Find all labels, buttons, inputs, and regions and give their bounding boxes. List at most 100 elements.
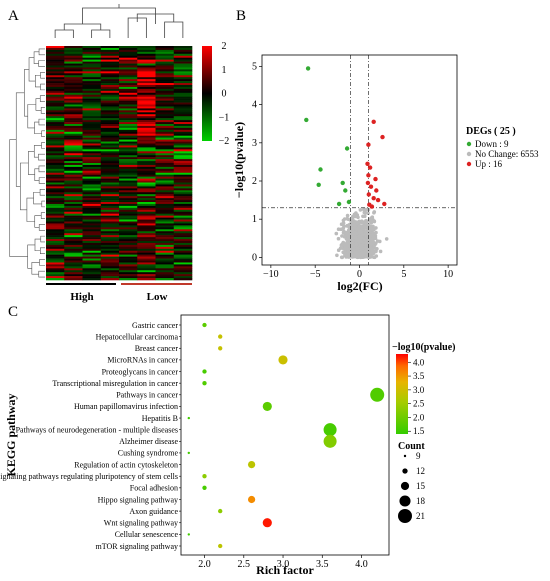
no-change-point <box>370 216 374 220</box>
no-change-point <box>350 216 355 220</box>
heatmap-cell <box>64 86 83 90</box>
heatmap-cell <box>119 71 138 74</box>
heatmap-cell <box>100 164 120 168</box>
heatmap-cell <box>155 73 175 76</box>
heatmap-cell <box>137 98 156 101</box>
heatmap-cell <box>64 182 83 185</box>
no-change-point <box>353 214 358 219</box>
heatmap-cell <box>82 166 102 170</box>
heatmap-cell <box>119 61 138 64</box>
up-regulated-point <box>365 180 371 186</box>
heatmap-cell <box>46 213 65 216</box>
x-tick-label: 10 <box>443 269 453 280</box>
heatmap-cell <box>82 139 102 142</box>
heatmap-cell <box>100 258 120 261</box>
heatmap-cell <box>119 213 138 216</box>
heatmap-cell <box>82 59 102 62</box>
y-tick-label: 5 <box>252 61 257 72</box>
heatmap-cell <box>137 116 156 119</box>
pathway-bubble <box>218 543 223 549</box>
heatmap-cell <box>64 205 83 209</box>
heatmap-cell <box>173 131 193 135</box>
heatmap-cell <box>155 90 175 94</box>
heatmap-cell <box>173 219 193 222</box>
heatmap-cell <box>119 161 138 164</box>
heatmap-cell <box>64 65 83 68</box>
heatmap-cell <box>155 190 175 193</box>
heatmap-cell <box>119 73 138 76</box>
heatmap-cell <box>64 278 83 281</box>
heatmap-cell <box>173 51 193 55</box>
heatmap-cell <box>119 51 138 55</box>
heatmap-cell <box>119 53 138 57</box>
heatmap-cell <box>137 203 156 207</box>
heatmap-cell <box>64 145 83 148</box>
heatmap-cell <box>119 233 138 236</box>
heatmap-cell <box>173 47 193 51</box>
heatmap-cell <box>64 100 83 103</box>
heatmap-cell <box>46 83 65 86</box>
no-change-point <box>362 210 367 215</box>
heatmap-cell <box>155 159 175 162</box>
no-change-point <box>353 235 358 239</box>
row-dendrogram-branch <box>24 69 30 117</box>
group-label-low: Low <box>147 291 168 303</box>
heatmap-cell <box>46 196 65 199</box>
heatmap-cell <box>46 178 65 181</box>
size-legend: 9 12 15 18 21 <box>398 451 426 523</box>
dendrogram-branch <box>54 29 74 38</box>
heatmap-cell <box>82 170 102 174</box>
heatmap-cell <box>119 258 138 261</box>
heatmap-cell <box>155 147 175 150</box>
up-regulated-point <box>366 142 371 147</box>
row-dendrogram-branch <box>38 118 45 126</box>
heatmap-cell <box>100 125 120 129</box>
heatmap-cell <box>119 178 138 181</box>
row-dendrogram-branch <box>41 200 45 208</box>
heatmap-cell <box>82 85 102 88</box>
heatmap-cell <box>64 200 83 203</box>
heatmap-cell <box>64 85 83 88</box>
heatmap-cell <box>173 192 193 195</box>
down-regulated-point <box>304 117 309 123</box>
heatmap-cell <box>173 92 193 96</box>
heatmap-cell <box>46 104 65 107</box>
size-legend-label: 9 <box>416 451 421 461</box>
heatmap-cell <box>119 254 138 257</box>
heatmap-cell <box>64 67 83 70</box>
heatmap-cell <box>155 122 175 125</box>
heatmap-cell <box>46 205 65 209</box>
heatmap-cell <box>155 231 175 234</box>
heatmap-cell <box>82 213 102 216</box>
heatmap-cell <box>82 125 102 129</box>
heatmap-cell <box>100 133 120 136</box>
heatmap-cell <box>119 127 138 131</box>
heatmap-cell <box>46 65 65 68</box>
heatmap-cell <box>82 141 102 144</box>
heatmap-cell <box>155 85 175 88</box>
pathway-label: MicroRNAs in cancer <box>107 356 178 365</box>
heatmap-cell <box>82 127 102 131</box>
heatmap-cell <box>137 241 156 244</box>
heatmap-cell <box>173 151 193 154</box>
legend-swatch-up <box>466 161 472 167</box>
heatmap-cell <box>137 184 156 187</box>
no-change-point <box>345 240 349 245</box>
heatmap-cell <box>82 98 102 101</box>
no-change-point <box>352 231 357 235</box>
heatmap-cell <box>46 125 65 129</box>
heatmap-cell <box>119 174 138 177</box>
row-dendrogram-branch <box>20 162 29 211</box>
dendrogram-branch <box>91 29 111 38</box>
no-change-point <box>342 235 347 239</box>
heatmap-cell <box>46 211 65 214</box>
heatmap-cell <box>82 172 102 175</box>
heatmap-cell <box>64 164 83 168</box>
heatmap-cell <box>46 221 65 224</box>
heatmap-cell <box>100 46 120 49</box>
heatmap-cell <box>100 149 120 152</box>
heatmap-cell <box>64 190 83 193</box>
heatmap-cell <box>82 83 102 86</box>
heatmap-cell <box>173 229 193 232</box>
heatmap-cell <box>82 79 102 82</box>
